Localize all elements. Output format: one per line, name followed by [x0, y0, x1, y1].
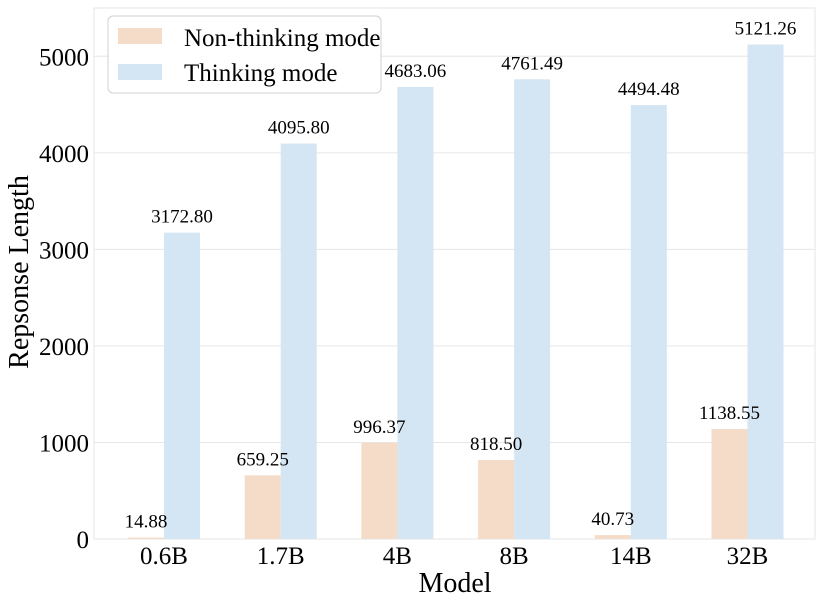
legend-label-thinking: Thinking mode [184, 60, 337, 87]
data-label-thinking: 4494.48 [618, 79, 680, 100]
plot-area-frame [93, 7, 816, 540]
data-label-non-thinking: 818.50 [470, 434, 522, 455]
x-tick-label: 1.7B [257, 543, 305, 570]
x-tick-label: 8B [500, 543, 529, 570]
data-label-thinking: 4761.49 [501, 53, 563, 74]
data-label-non-thinking: 996.37 [353, 417, 405, 438]
bar-non-thinking [128, 537, 164, 539]
bar-thinking [164, 232, 200, 539]
data-label-non-thinking: 1138.55 [699, 403, 760, 424]
x-tick-label: 0.6B [140, 543, 188, 570]
bar-thinking [280, 143, 317, 539]
bar-non-thinking [361, 442, 398, 539]
y-tick-label: 0 [77, 527, 90, 554]
data-label-thinking: 4683.06 [385, 61, 447, 82]
data-label-non-thinking: 14.88 [125, 512, 168, 533]
bar-non-thinking [478, 459, 515, 539]
data-label-thinking: 3172.80 [151, 207, 213, 228]
x-tick-label: 14B [610, 543, 652, 570]
legend-label-non-thinking: Non-thinking mode [184, 25, 381, 52]
bar-non-thinking [244, 475, 281, 539]
bar-thinking [630, 105, 667, 540]
legend-box [107, 15, 382, 94]
y-tick-label: 2000 [39, 334, 89, 361]
y-tick-label: 1000 [39, 430, 89, 457]
x-axis-title: Model [418, 568, 491, 599]
data-label-layer: 14.88 3172.80 659.25 4095.80 996.37 4683.06 81… [125, 19, 797, 533]
bar-thinking [397, 86, 434, 540]
bar-thinking [514, 79, 551, 540]
bar-non-thinking [594, 535, 631, 539]
bar-thinking [747, 44, 784, 540]
data-label-thinking: 4095.80 [268, 118, 330, 139]
data-label-non-thinking: 659.25 [237, 449, 289, 470]
data-label-non-thinking: 40.73 [591, 509, 634, 530]
x-tick-label: 4B [383, 543, 412, 570]
y-tick-label: 4000 [39, 141, 89, 168]
y-axis-ticks: 0 1000 2000 3000 4000 5000 [39, 44, 89, 554]
y-axis-title: Repsonse Length [4, 175, 35, 369]
x-tick-label: 32B [727, 543, 769, 570]
bar-non-thinking [711, 429, 748, 539]
bar-layer [128, 44, 784, 540]
legend-swatch-thinking [118, 64, 162, 80]
legend: Non-thinking mode Thinking mode [107, 15, 382, 94]
legend-swatch-non-thinking [118, 28, 162, 44]
y-tick-label: 5000 [39, 44, 89, 71]
grid-layer [94, 55, 815, 540]
y-tick-label: 3000 [39, 237, 89, 264]
x-axis-ticks: 0.6B 1.7B 4B 8B 14B 32B [140, 543, 768, 570]
data-label-thinking: 5121.26 [735, 19, 797, 40]
